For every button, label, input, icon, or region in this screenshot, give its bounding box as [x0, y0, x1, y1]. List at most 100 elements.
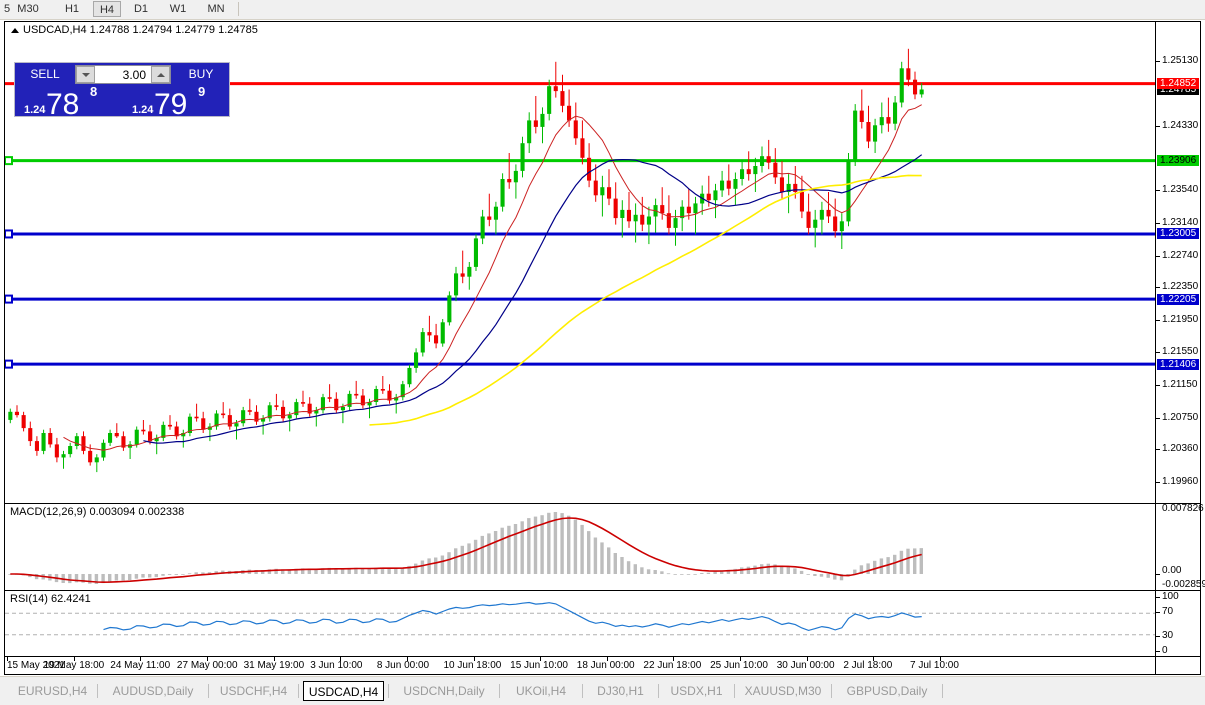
- time-tick-mark: [540, 657, 542, 661]
- tab-separator: [582, 684, 583, 698]
- price-tick-label: 1.22350: [1162, 281, 1199, 293]
- time-tick-mark: [940, 657, 941, 661]
- macd-scale-label: 0.00: [1162, 565, 1182, 576]
- price-pane[interactable]: [5, 39, 1155, 503]
- chart-tab-audusd-daily[interactable]: AUDUSD,Daily: [112, 684, 194, 698]
- price-tick-mark: [1156, 126, 1160, 128]
- sell-price-prefix: 1.24: [24, 104, 46, 116]
- red-level-label[interactable]: 1.24852: [1157, 78, 1199, 90]
- chart-tab-bar: EURUSD,H4 AUDUSD,Daily USDCHF,H4 USDCAD,H4 U…: [0, 676, 1205, 705]
- chart-tab-usdx-h1[interactable]: USDX,H1: [670, 684, 723, 698]
- one-click-trading-panel[interactable]: SELL 3.00 BUY 1.24 78 8 1.24: [14, 62, 230, 121]
- chart-frame: USDCAD,H4 1.24788 1.24794 1.24779 1.2478…: [4, 21, 1205, 675]
- chart-tab-gbpusd-daily[interactable]: GBPUSD,Daily: [846, 684, 928, 698]
- price-tick-mark: [1156, 384, 1160, 386]
- blue-level-1-label[interactable]: 1.23005: [1157, 228, 1199, 240]
- green-level-label[interactable]: 1.23906: [1157, 155, 1199, 167]
- sell-button[interactable]: SELL: [30, 67, 60, 81]
- chart-tab-ukoil-h4[interactable]: UKOil,H4: [515, 684, 566, 698]
- chart-title-text: USDCAD,H4 1.24788 1.24794 1.24779 1.2478…: [23, 24, 258, 36]
- blue-level-3-label[interactable]: 1.21406: [1157, 358, 1199, 370]
- rsi-pane[interactable]: [5, 591, 1155, 657]
- pane-divider-macd: [5, 503, 1200, 504]
- time-tick-label: 7 Jul 10:00: [910, 660, 959, 671]
- pane-divider-rsi: [5, 590, 1200, 591]
- price-tick-label: 1.24330: [1162, 120, 1199, 132]
- tab-separator: [97, 684, 98, 698]
- time-tick-mark: [73, 657, 75, 661]
- time-tick-mark: [873, 657, 875, 661]
- price-chart-canvas[interactable]: [5, 39, 1155, 503]
- time-axis: 15 May 2021 19 May 18:00 24 May 11:00 27 Ma…: [5, 656, 1200, 674]
- rsi-tick-mark: [1156, 636, 1160, 637]
- sell-price-display[interactable]: 1.24 78 8: [16, 84, 121, 121]
- time-tick-label: 18 Jun 00:00: [576, 660, 635, 671]
- chart-collapse-icon[interactable]: [11, 27, 19, 33]
- price-tick-label: 1.23140: [1162, 216, 1199, 228]
- price-tick-label: 1.21950: [1162, 313, 1199, 325]
- time-tick-mark: [473, 657, 475, 661]
- price-tick-mark: [1156, 222, 1160, 224]
- timeframe-h1[interactable]: H1: [64, 3, 80, 15]
- price-tick-label: 1.20360: [1162, 443, 1199, 455]
- macd-pane[interactable]: [5, 504, 1155, 589]
- chart-tab-dj30-h1[interactable]: DJ30,H1: [597, 684, 644, 698]
- timeframe-mn[interactable]: MN: [207, 3, 225, 15]
- price-scale[interactable]: 1.25130 1.24330 1.23540 1.23140 1.22740 1.223…: [1155, 22, 1205, 674]
- toolbar-separator: [238, 2, 239, 16]
- time-tick-label: 31 May 19:00: [243, 660, 305, 671]
- timeframe-d1[interactable]: D1: [133, 3, 149, 15]
- price-tick-label: 1.21150: [1162, 378, 1198, 390]
- time-tick-label: 8 Jun 00:00: [376, 660, 430, 671]
- price-tick-mark: [1156, 60, 1160, 62]
- buy-price-prefix: 1.24: [132, 104, 154, 116]
- tab-separator: [388, 684, 389, 698]
- price-tick-mark: [1156, 449, 1160, 451]
- chart-tab-xauusd-m30[interactable]: XAUUSD,M30: [744, 684, 822, 698]
- timeframe-h4[interactable]: H4: [93, 1, 121, 17]
- macd-canvas[interactable]: [5, 504, 1155, 589]
- volume-input[interactable]: 3.00: [75, 65, 171, 84]
- price-tick-mark: [1156, 417, 1160, 419]
- volume-increment-button[interactable]: [151, 66, 170, 83]
- sell-price-point: 8: [90, 84, 98, 99]
- price-tick-mark: [1156, 287, 1160, 289]
- tab-separator: [298, 684, 299, 698]
- rsi-scale-label: 30: [1162, 630, 1174, 641]
- buy-price-display[interactable]: 1.24 79 9: [124, 84, 229, 121]
- tab-separator: [734, 684, 735, 698]
- macd-label: MACD(12,26,9) 0.003094 0.002338: [10, 506, 185, 518]
- timeframe-toolbar: 5 M30 H1 H4 D1 W1 MN: [0, 0, 1205, 20]
- price-tick-mark: [1156, 190, 1160, 192]
- buy-button[interactable]: BUY: [188, 67, 214, 81]
- chevron-down-icon: [82, 73, 90, 77]
- price-tick-mark: [1156, 319, 1160, 321]
- macd-tick-mark: [1156, 574, 1160, 575]
- price-tick-label: 1.23540: [1162, 184, 1199, 196]
- time-tick-label: 19 May 18:00: [43, 660, 105, 671]
- chart-tab-usdcad-h4[interactable]: USDCAD,H4: [303, 681, 384, 701]
- chart-tab-usdchf-h4[interactable]: USDCHF,H4: [219, 684, 288, 698]
- macd-scale-label: 0.007826: [1162, 503, 1204, 514]
- timeframe-5[interactable]: 5: [3, 3, 11, 15]
- tab-separator: [831, 684, 832, 698]
- blue-level-2-label[interactable]: 1.22205: [1157, 293, 1199, 305]
- time-tick-mark: [7, 657, 8, 661]
- volume-value: 3.00: [122, 68, 146, 82]
- time-tick-mark: [406, 657, 408, 661]
- timeframe-m30[interactable]: M30: [17, 3, 39, 15]
- time-tick-label: 22 Jun 18:00: [643, 660, 702, 671]
- price-tick-label: 1.25130: [1162, 54, 1199, 66]
- chart-tab-eurusd-h4[interactable]: EURUSD,H4: [17, 684, 88, 698]
- volume-decrement-button[interactable]: [76, 66, 95, 83]
- time-tick-mark: [340, 657, 342, 661]
- timeframe-w1[interactable]: W1: [169, 3, 187, 15]
- time-tick-label: 15 May 2021: [7, 660, 65, 671]
- chart-tab-usdcnh-daily[interactable]: USDCNH,Daily: [403, 684, 485, 698]
- time-tick-mark: [206, 657, 208, 661]
- buy-price-main: 79: [154, 88, 188, 121]
- rsi-canvas[interactable]: [5, 591, 1155, 657]
- time-tick-label: 10 Jun 18:00: [443, 660, 502, 671]
- rsi-scale-label: 70: [1162, 606, 1174, 617]
